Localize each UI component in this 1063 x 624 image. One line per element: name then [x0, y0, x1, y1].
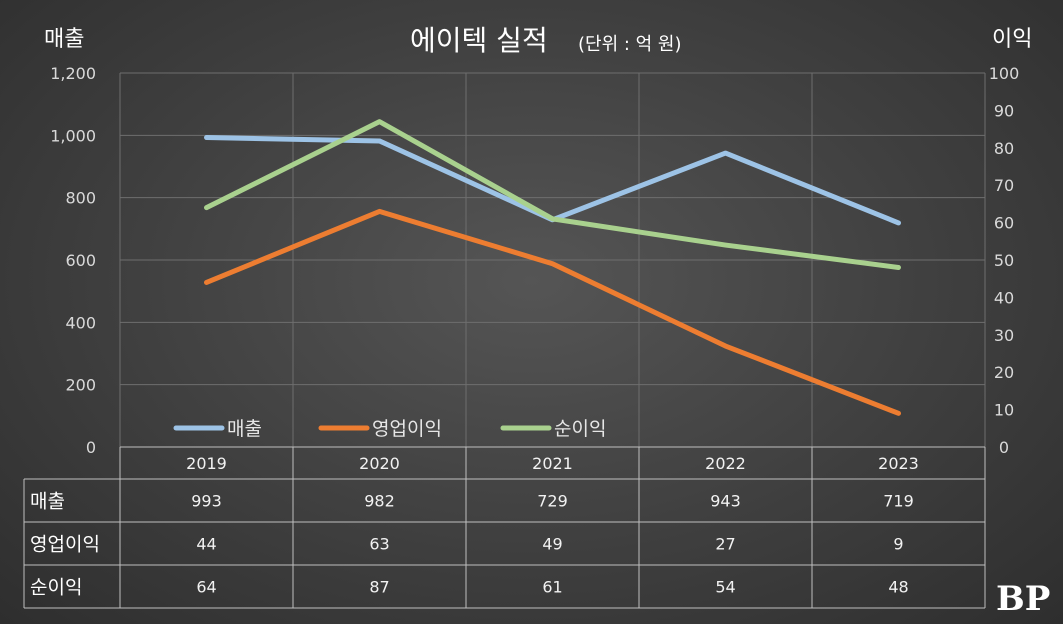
left-tick-label: 1,000 [50, 126, 96, 145]
table-cell: 982 [364, 492, 395, 511]
table-cell: 729 [537, 492, 568, 511]
table-cell: 943 [710, 492, 741, 511]
right-tick-label: 30 [994, 326, 1014, 345]
table-cell: 63 [369, 535, 389, 554]
left-tick-label: 800 [65, 189, 96, 208]
table-cell: 44 [196, 535, 216, 554]
table-cell: 48 [888, 578, 908, 597]
bp-logo: BP [996, 579, 1050, 619]
right-axis-ticks: 0 10 20 30 40 50 60 70 80 90 100 [989, 64, 1020, 457]
legend-label: 매출 [227, 418, 262, 440]
x-tick-label: 2019 [186, 454, 227, 473]
table-cell: 87 [369, 578, 389, 597]
series-line [204, 208, 901, 416]
left-tick-label: 600 [65, 251, 96, 270]
right-tick-label: 60 [994, 214, 1014, 233]
right-tick-label: 0 [999, 438, 1009, 457]
table-cell: 61 [542, 578, 562, 597]
table-cell: 27 [715, 535, 735, 554]
gridlines [119, 72, 986, 448]
right-tick-label: 10 [994, 401, 1014, 420]
table-cell: 719 [883, 492, 914, 511]
legend-label: 영업이익 [372, 418, 442, 440]
right-tick-label: 70 [994, 176, 1014, 195]
series-lines [204, 119, 901, 416]
table-row-header: 영업이익 [30, 534, 100, 556]
table-cell: 9 [893, 535, 903, 554]
table-cell: 64 [196, 578, 216, 597]
x-tick-label: 2021 [532, 454, 573, 473]
left-tick-label: 0 [86, 438, 96, 457]
right-tick-label: 100 [989, 64, 1020, 83]
right-tick-label: 50 [994, 251, 1014, 270]
legend-label: 순이익 [554, 418, 606, 440]
right-tick-label: 90 [994, 101, 1014, 120]
left-axis-ticks: 0 200 400 600 800 1,000 1,200 [50, 64, 96, 457]
right-tick-label: 80 [994, 139, 1014, 158]
table-cell: 49 [542, 535, 562, 554]
chart-subtitle: (단위 : 억 원) [578, 34, 682, 55]
left-tick-label: 1,200 [50, 64, 96, 83]
left-tick-label: 200 [65, 376, 96, 395]
table-row-header: 매출 [30, 491, 65, 513]
table-row-header: 순이익 [30, 577, 82, 599]
right-axis-title: 이익 [992, 27, 1032, 52]
x-tick-label: 2020 [359, 454, 400, 473]
data-table: 2019 2020 2021 2022 2023 매출 993 982 729 943 719 영업이… [23, 446, 986, 609]
x-tick-label: 2022 [705, 454, 746, 473]
legend: 매출 영업이익 순이익 [173, 418, 606, 440]
series-line [204, 135, 901, 226]
table-cell: 54 [715, 578, 735, 597]
series-line [204, 119, 901, 270]
right-tick-label: 40 [994, 288, 1014, 307]
table-cell: 993 [191, 492, 222, 511]
x-tick-label: 2023 [878, 454, 919, 473]
left-axis-title: 매출 [44, 27, 84, 52]
left-tick-label: 400 [65, 313, 96, 332]
chart-title: 에이텍 실적 [410, 24, 548, 57]
right-tick-label: 20 [994, 363, 1014, 382]
